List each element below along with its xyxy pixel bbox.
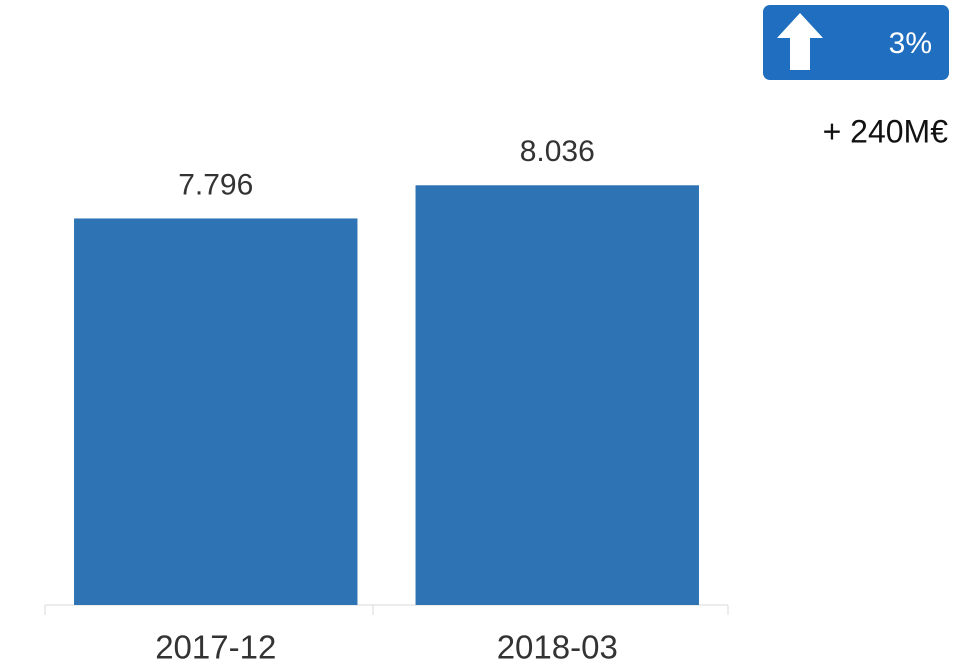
bar (74, 218, 358, 605)
badge-text: 3% (889, 27, 932, 60)
bar (415, 185, 699, 605)
up-arrow-icon (777, 13, 823, 70)
x-tick-label: 2017-12 (155, 629, 276, 666)
x-tick-label: 2018-03 (497, 629, 618, 666)
delta-text: + 240M€ (823, 113, 949, 149)
value-label: 8.036 (520, 135, 595, 168)
value-label: 7.796 (178, 168, 253, 201)
